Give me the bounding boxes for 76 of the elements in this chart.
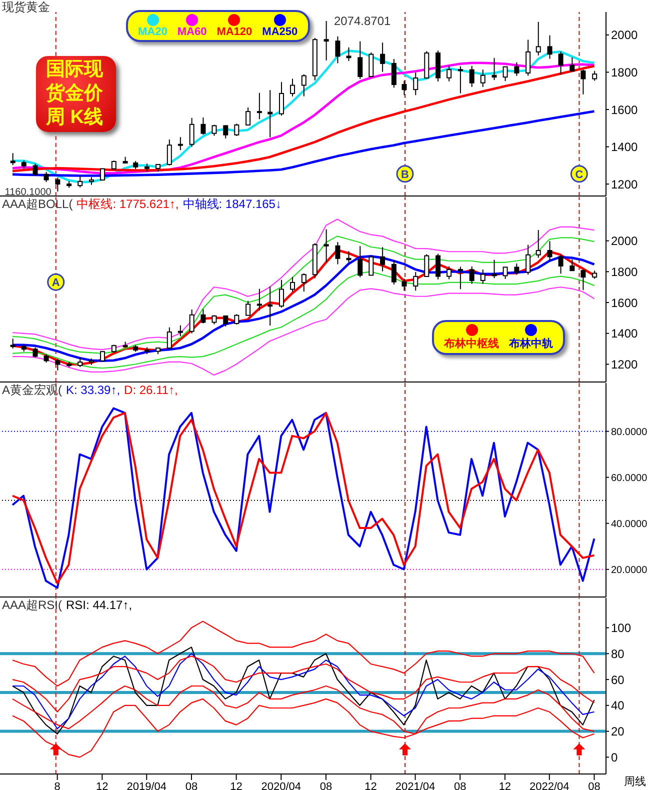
y-tick-label: 1200 [611,358,638,372]
candlestick [413,72,418,96]
y-tick-label: 20.0000 [611,564,648,576]
ref-line-label: A [52,277,60,290]
x-tick-label: 2022/04 [530,780,570,790]
candlestick [526,39,531,76]
line-series [12,286,595,376]
candlestick [346,46,352,62]
y-tick-label: 1800 [611,264,638,279]
legend-label: MA60 [177,26,207,38]
y-tick-label: 0 [611,750,618,764]
candlestick [324,228,329,262]
line-series [12,236,595,354]
y-tick-label: 80.0000 [611,426,648,438]
y-tick-label: 1600 [611,296,638,310]
candlestick [547,34,552,60]
y-tick-label: 40.0000 [611,518,648,530]
annotation: 1160.1000 [4,187,52,198]
y-tick-label: 1200 [611,177,638,192]
candlestick [380,42,386,72]
y-tick-label: 1400 [611,326,638,341]
x-tick-label: 12 [498,780,512,790]
annotation: 中轴线: 1847.165↓ [182,197,282,211]
candlestick [88,176,94,186]
x-tick-label: 2021/04 [395,780,436,790]
candlestick [547,240,552,262]
annotation: D: 26.11↑, [124,383,178,397]
x-tick-label: 8 [54,780,60,790]
y-tick-label: 60 [611,672,625,687]
x-tick-label: 08 [454,780,466,790]
chart-title: A黄金宏观( [2,383,62,397]
y-tick-label: 1600 [611,102,638,117]
legend-label: 布林中轨 [509,336,553,351]
chart-title: AAA超BOLL( [2,197,73,211]
candlestick [144,163,150,172]
annotation: K: 33.39↑, [66,383,120,397]
candlestick [335,242,340,265]
x-tick-label: 08 [588,780,600,790]
x-tick-label: 12 [96,780,108,790]
candlestick [324,20,329,61]
legend-label: MA20 [138,26,168,38]
x-axis-title: 周线 [624,775,646,789]
candlestick [346,250,352,263]
line-series [12,218,595,350]
y-tick-label: 20 [611,724,625,739]
x-tick-label: 2019/04 [126,780,167,790]
annotation: 2074.8701 [334,14,392,28]
x-tick-label: 12 [230,780,242,790]
candlestick [458,266,463,290]
x-tick-label: 2020/04 [261,780,302,790]
y-tick-label: 2000 [611,234,638,248]
candlestick [256,288,262,312]
chart-title: 现货黄金 [2,0,50,14]
candlestick [268,286,273,326]
y-tick-label: 100 [611,621,632,636]
annotation: RSI: 44.17↑, [66,598,132,612]
legend-label: 布林中枢线 [444,336,499,351]
y-tick-label: 2000 [611,28,638,42]
ref-line-label: B [401,168,410,181]
y-tick-label: 1800 [611,65,638,80]
candlestick [268,90,273,138]
text: 国际现货金价周 K线 [46,58,104,130]
candlestick [458,66,463,94]
y-tick-label: 40 [611,698,625,713]
y-tick-label: 1400 [611,140,638,154]
y-tick-label: 60.0000 [611,472,648,484]
ref-line-label: C [575,168,584,181]
candlestick [380,246,386,272]
y-tick-label: 80 [611,646,625,661]
x-tick-label: 08 [185,780,198,790]
chart-title: AAA超RSI( [2,598,62,612]
x-tick-label: 12 [364,780,377,790]
annotation: 中枢线: 1775.621↑, [76,197,179,211]
x-tick-label: 08 [320,780,332,790]
legend-label: MA120 [216,26,252,38]
legend-label: MA250 [262,26,298,38]
